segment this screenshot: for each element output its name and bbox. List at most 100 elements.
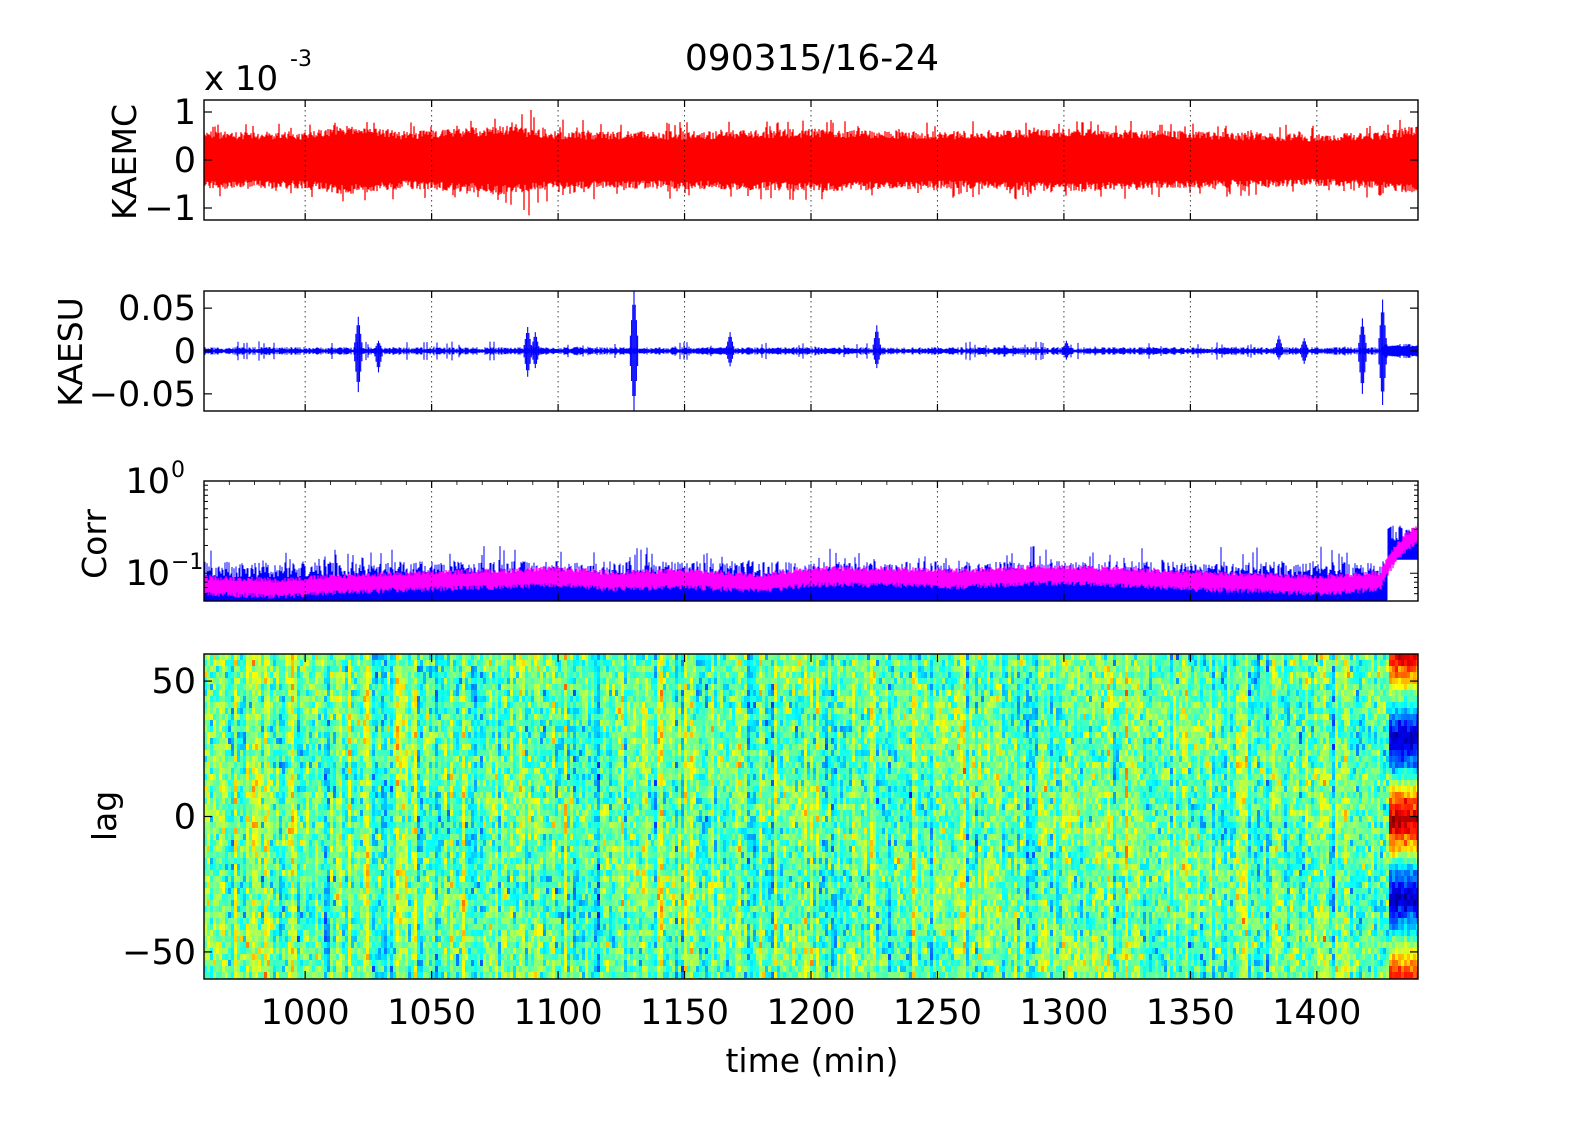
lag-heatmap-cell: [300, 834, 304, 841]
lag-heatmap-cell: [258, 732, 262, 739]
lag-heatmap-cell: [444, 882, 448, 889]
lag-heatmap-cell: [237, 924, 241, 931]
lag-heatmap-cell: [438, 690, 442, 697]
lag-heatmap-cell: [273, 738, 277, 745]
lag-heatmap-cell: [360, 720, 364, 727]
lag-heatmap-cell: [357, 696, 361, 703]
lag-heatmap-cell: [270, 954, 274, 961]
lag-heatmap-cell: [393, 948, 397, 955]
lag-heatmap-cell: [444, 894, 448, 901]
lag-heatmap-cell: [204, 690, 208, 697]
lag-heatmap-cell: [261, 768, 265, 775]
lag-heatmap-cell: [243, 852, 247, 859]
lag-heatmap-cell: [228, 726, 232, 733]
lag-heatmap-cell: [312, 966, 316, 973]
lag-heatmap-cell: [462, 942, 466, 949]
lag-heatmap-cell: [306, 708, 310, 715]
lag-heatmap-cell: [342, 690, 346, 697]
lag-heatmap-cell: [339, 690, 343, 697]
lag-heatmap-cell: [360, 810, 364, 817]
lag-heatmap-cell: [420, 792, 424, 799]
lag-heatmap-cell: [207, 918, 211, 925]
lag-heatmap-cell: [462, 768, 466, 775]
lag-heatmap-cell: [414, 738, 418, 745]
lag-heatmap-cell: [249, 762, 253, 769]
lag-heatmap-cell: [321, 858, 325, 865]
lag-heatmap-cell: [240, 870, 244, 877]
lag-heatmap-cell: [315, 828, 319, 835]
lag-heatmap-cell: [345, 870, 349, 877]
lag-heatmap-cell: [210, 918, 214, 925]
lag-heatmap-cell: [447, 846, 451, 853]
lag-heatmap-cell: [384, 864, 388, 871]
lag-heatmap-cell: [204, 912, 208, 919]
lag-heatmap-cell: [450, 780, 454, 787]
lag-heatmap-cell: [432, 744, 436, 751]
lag-heatmap-cell: [288, 828, 292, 835]
lag-heatmap-cell: [417, 828, 421, 835]
lag-heatmap-cell: [450, 864, 454, 871]
lag-heatmap-cell: [321, 822, 325, 829]
lag-heatmap-cell: [228, 882, 232, 889]
lag-heatmap-cell: [213, 750, 217, 757]
lag-heatmap-cell: [294, 786, 298, 793]
lag-heatmap-cell: [456, 918, 460, 925]
lag-heatmap-cell: [387, 858, 391, 865]
lag-heatmap-cell: [459, 708, 463, 715]
lag-heatmap-cell: [381, 654, 385, 661]
lag-heatmap-cell: [267, 774, 271, 781]
lag-heatmap-cell: [381, 702, 385, 709]
lag-heatmap-cell: [285, 936, 289, 943]
lag-heatmap-cell: [294, 696, 298, 703]
lag-heatmap-cell: [243, 690, 247, 697]
lag-heatmap-cell: [318, 798, 322, 805]
lag-heatmap-cell: [276, 888, 280, 895]
lag-heatmap-cell: [381, 858, 385, 865]
lag-heatmap-cell: [396, 864, 400, 871]
lag-heatmap-cell: [261, 924, 265, 931]
lag-heatmap-cell: [285, 678, 289, 685]
lag-heatmap-cell: [357, 918, 361, 925]
lag-heatmap-cell: [435, 690, 439, 697]
lag-heatmap-cell: [300, 810, 304, 817]
lag-heatmap-cell: [315, 654, 319, 661]
lag-heatmap-cell: [411, 918, 415, 925]
lag-heatmap-cell: [249, 804, 253, 811]
lag-heatmap-cell: [420, 702, 424, 709]
lag-heatmap-cell: [216, 750, 220, 757]
lag-heatmap-cell: [435, 972, 439, 979]
lag-heatmap-cell: [282, 966, 286, 973]
lag-heatmap-cell: [234, 768, 238, 775]
lag-heatmap-cell: [246, 798, 250, 805]
lag-heatmap-cell: [393, 780, 397, 787]
lag-heatmap-cell: [327, 714, 331, 721]
lag-heatmap-cell: [429, 822, 433, 829]
lag-heatmap-cell: [204, 828, 208, 835]
lag-heatmap-cell: [363, 918, 367, 925]
lag-heatmap-cell: [294, 798, 298, 805]
lag-heatmap-cell: [339, 678, 343, 685]
lag-heatmap-cell: [255, 912, 259, 919]
lag-heatmap-cell: [459, 750, 463, 757]
lag-heatmap-cell: [393, 876, 397, 883]
lag-heatmap-cell: [444, 786, 448, 793]
lag-heatmap-cell: [306, 666, 310, 673]
lag-heatmap-cell: [234, 672, 238, 679]
lag-heatmap-cell: [420, 846, 424, 853]
lag-heatmap-cell: [243, 900, 247, 907]
lag-heatmap-cell: [210, 834, 214, 841]
lag-heatmap-cell: [447, 888, 451, 895]
lag-heatmap-cell: [228, 840, 232, 847]
lag-heatmap-cell: [261, 852, 265, 859]
lag-heatmap-cell: [384, 714, 388, 721]
lag-heatmap-cell: [249, 864, 253, 871]
lag-heatmap-cell: [300, 714, 304, 721]
lag-heatmap-cell: [444, 726, 448, 733]
lag-heatmap-cell: [420, 780, 424, 787]
lag-heatmap-cell: [216, 966, 220, 973]
lag-heatmap-cell: [414, 690, 418, 697]
lag-heatmap-cell: [231, 828, 235, 835]
lag-heatmap-cell: [354, 930, 358, 937]
lag-heatmap-cell: [282, 870, 286, 877]
lag-heatmap-cell: [225, 738, 229, 745]
